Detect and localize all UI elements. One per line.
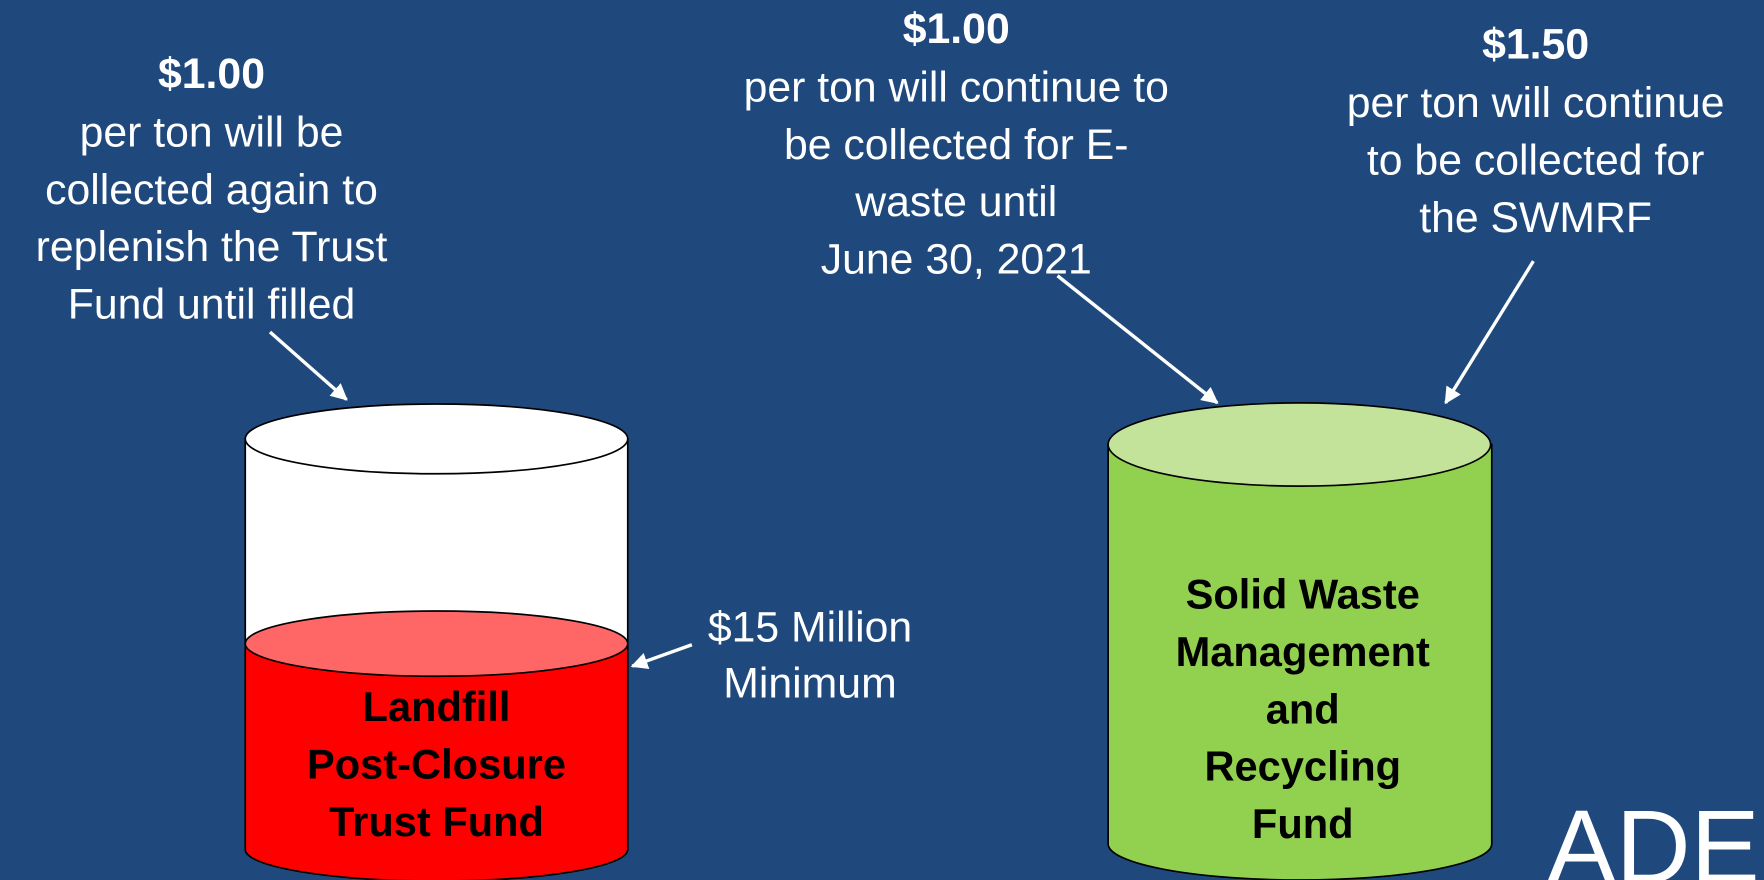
arrow — [630, 643, 693, 669]
fund-label: Landfill — [363, 683, 511, 730]
callout-amount: $1.00 — [158, 50, 265, 98]
callout-text: collected again to — [45, 166, 378, 214]
recycling-fund-cylinder — [1107, 402, 1493, 880]
logo: ADEQ — [1547, 788, 1764, 880]
arrow — [268, 330, 348, 401]
callout-text: per ton will be — [80, 108, 344, 156]
callout-text: replenish the Trust — [36, 223, 388, 271]
arrow — [1444, 260, 1535, 405]
callout-text: per ton will continue — [1347, 79, 1725, 127]
trust-fund-cylinder — [244, 403, 629, 880]
callout-text: Fund until filled — [68, 281, 356, 329]
level-label: $15 Million — [708, 603, 912, 651]
arrow — [1056, 274, 1219, 405]
fund-label: Fund — [1252, 800, 1354, 847]
fund-label: Management — [1176, 628, 1430, 675]
callout-amount: $1.50 — [1482, 21, 1589, 69]
fund-label: and — [1266, 685, 1340, 732]
fund-label: Post-Closure — [307, 740, 566, 787]
callout-text: waste until — [854, 178, 1057, 226]
fund-label: Solid Waste — [1186, 571, 1420, 618]
fund-label: Recycling — [1204, 743, 1401, 790]
fund-label: Trust Fund — [329, 798, 544, 845]
callout-text: per ton will continue to — [744, 63, 1169, 111]
callout-text: be collected for E- — [784, 121, 1129, 169]
callout-text: the SWMRF — [1419, 194, 1652, 242]
callout-text: to be collected for — [1367, 137, 1704, 185]
level-label: Minimum — [723, 660, 896, 708]
callout-text: June 30, 2021 — [821, 236, 1092, 284]
callout-amount: $1.00 — [903, 5, 1010, 53]
